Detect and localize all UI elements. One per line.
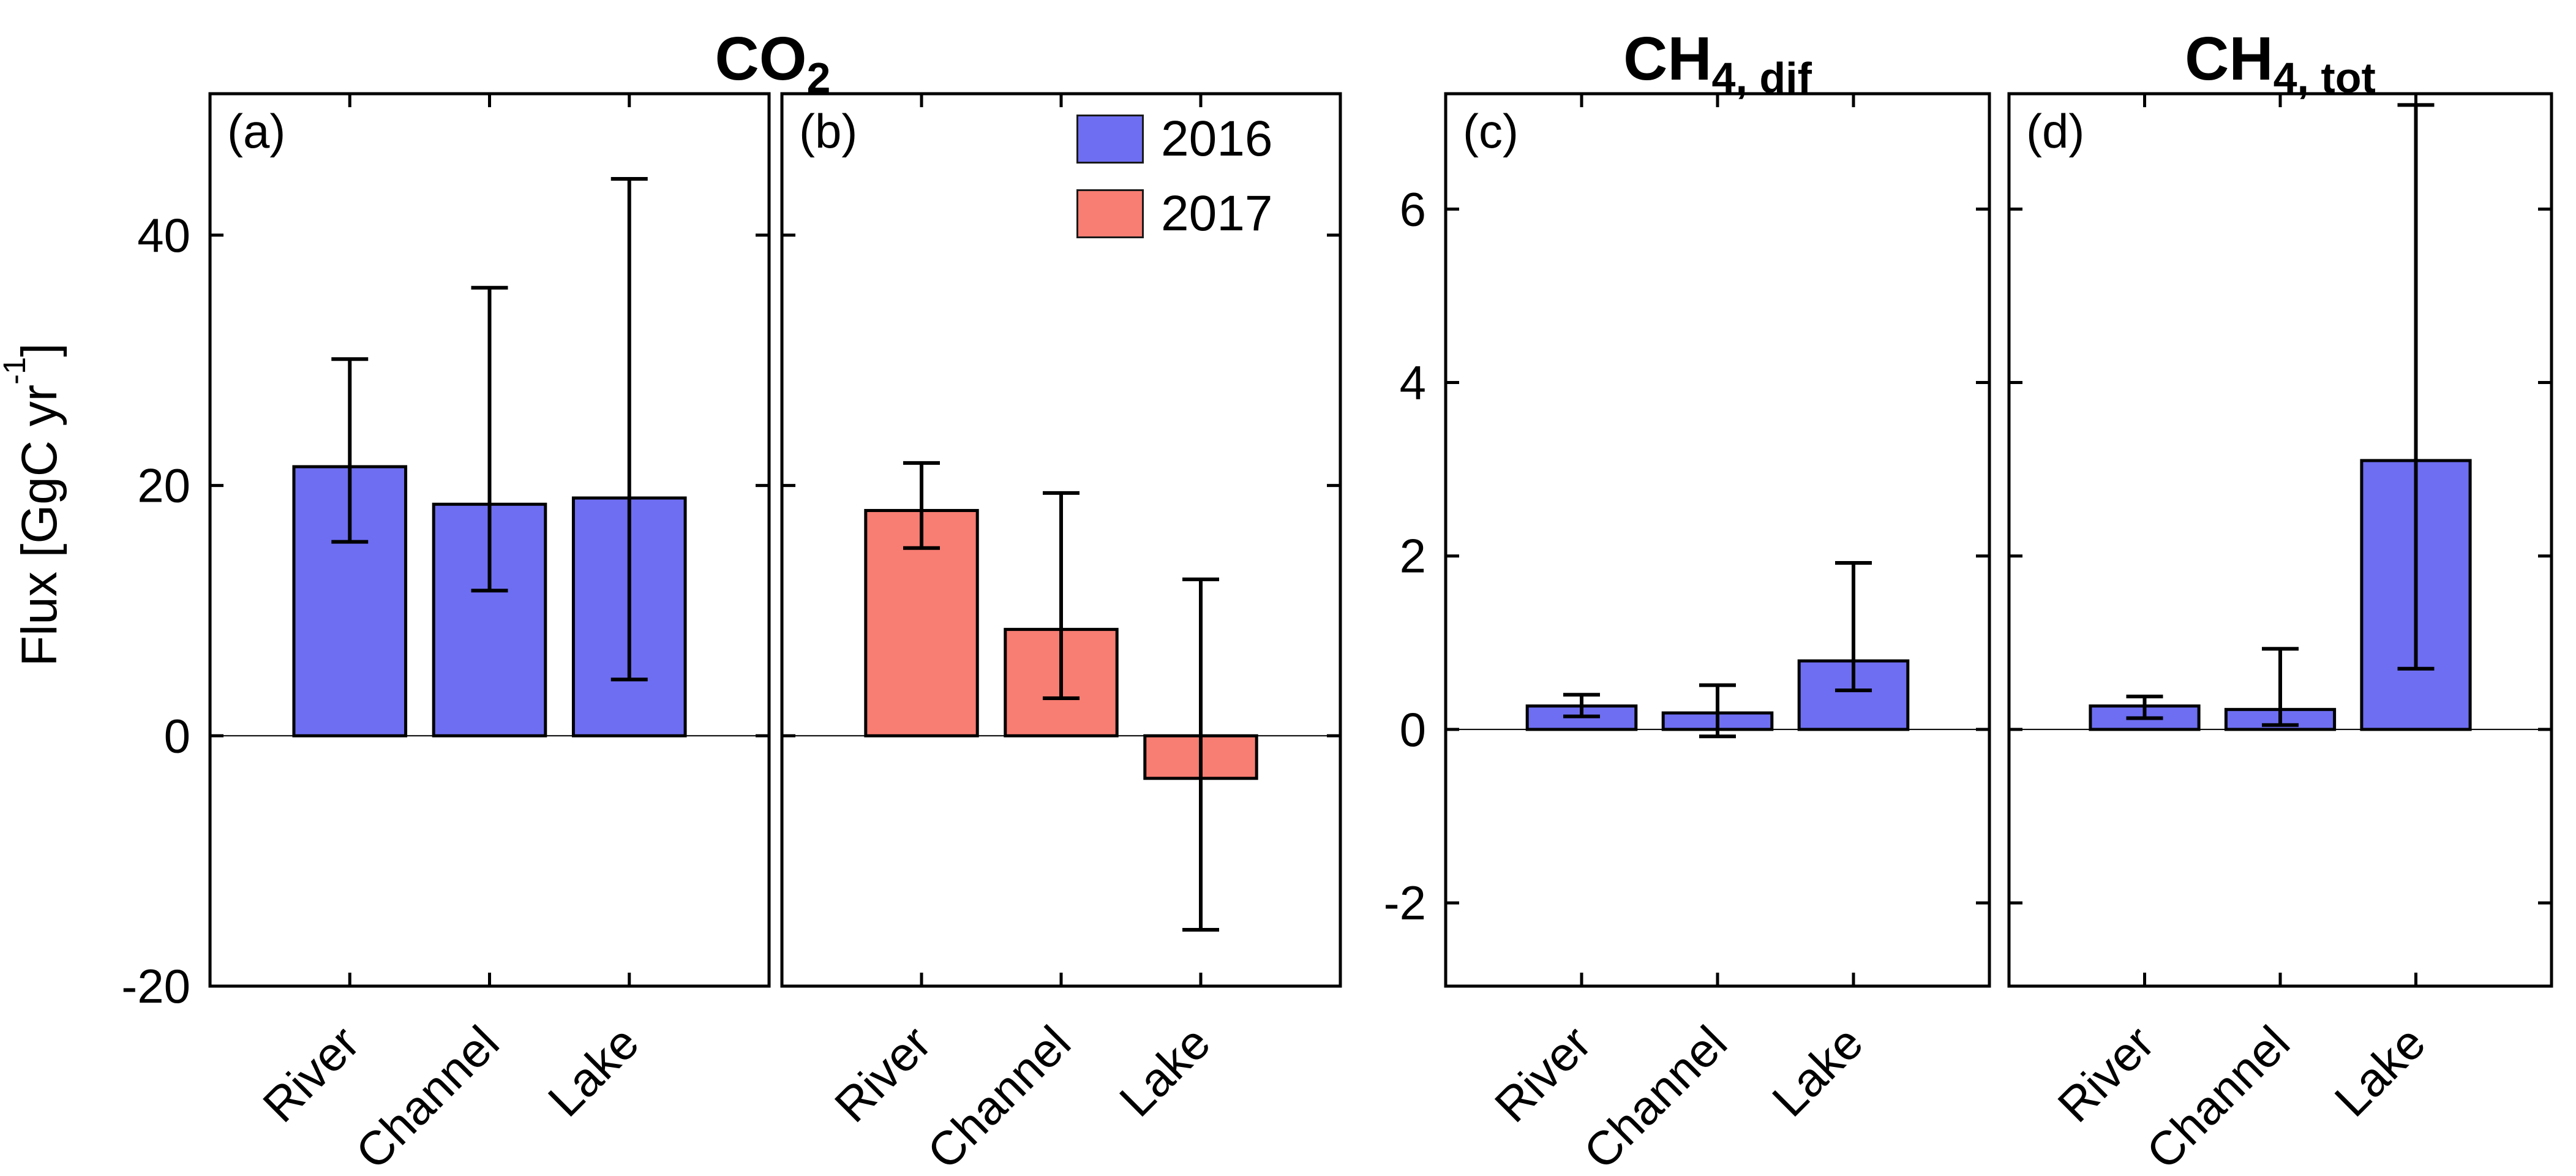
- title-ch4-tot-main: CH: [2185, 24, 2274, 93]
- title-co2-sub: 2: [806, 54, 831, 102]
- legend-item-2016: 2016: [1076, 114, 1272, 164]
- y-axis-label-close: ]: [12, 342, 68, 357]
- y-tick-label: 40: [137, 208, 190, 262]
- legend-item-2017: 2017: [1076, 189, 1272, 239]
- panel-letter: (b): [799, 104, 857, 158]
- panel-border: [1444, 92, 1991, 988]
- category-label-lake: Lake: [2324, 1016, 2436, 1127]
- title-ch4-tot-sub: 4, tot: [2273, 54, 2376, 102]
- title-ch4-dif-main: CH: [1623, 24, 1712, 93]
- panel-letter: (d): [2026, 104, 2084, 158]
- title-ch4-tot: CH4, tot: [2185, 28, 2376, 99]
- y-tick-label: 20: [137, 459, 190, 513]
- panel-border: [2007, 92, 2553, 988]
- legend-label-2017: 2017: [1161, 186, 1273, 241]
- title-ch4-dif: CH4, dif: [1623, 28, 1812, 99]
- category-label-river: River: [824, 1016, 941, 1133]
- legend-label-2016: 2016: [1161, 111, 1273, 167]
- category-label-lake: Lake: [1762, 1016, 1873, 1127]
- y-tick-label: 0: [164, 709, 190, 763]
- legend: 2016 2017: [1076, 114, 1272, 239]
- y-axis-label-text: Flux [GgC yr: [12, 384, 68, 667]
- y-tick-label: 0: [1400, 703, 1426, 756]
- y-tick-label: -20: [121, 959, 190, 1013]
- category-label-lake: Lake: [1109, 1016, 1220, 1127]
- category-label-lake: Lake: [538, 1016, 649, 1127]
- y-axis-label: Flux [GgC yr-1]: [0, 342, 68, 667]
- category-label-channel: Channel: [1573, 1016, 1737, 1176]
- y-tick-label: -2: [1384, 876, 1426, 930]
- title-co2-main: CO: [715, 24, 807, 93]
- title-ch4-dif-sub: 4, dif: [1711, 54, 1812, 102]
- category-label-river: River: [252, 1016, 369, 1133]
- panel-letter: (a): [227, 104, 285, 158]
- y-tick-label: 4: [1400, 356, 1426, 410]
- panel-border: [208, 92, 771, 988]
- category-label-channel: Channel: [345, 1016, 509, 1176]
- category-label-river: River: [1484, 1016, 1601, 1133]
- category-label-channel: Channel: [917, 1016, 1081, 1176]
- y-tick-label: 6: [1400, 182, 1426, 236]
- category-label-channel: Channel: [2136, 1016, 2300, 1176]
- panel-letter: (c): [1463, 104, 1519, 158]
- legend-swatch-2017: [1076, 189, 1144, 238]
- title-co2: CO2: [715, 28, 831, 99]
- panel-border: [780, 92, 1342, 988]
- y-axis-label-sup: -1: [0, 356, 32, 385]
- legend-swatch-2016: [1076, 115, 1144, 164]
- y-tick-label: 2: [1400, 529, 1426, 583]
- category-label-river: River: [2048, 1016, 2165, 1133]
